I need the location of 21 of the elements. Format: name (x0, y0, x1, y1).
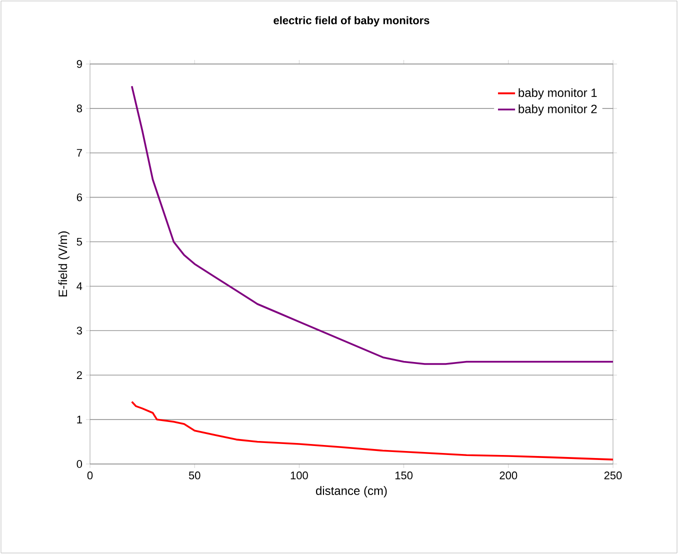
x-tick-label: 150 (395, 472, 413, 480)
x-axis-title: distance (cm) (316, 486, 387, 498)
y-tick-label: 0 (76, 460, 82, 468)
x-tick-label: 50 (188, 472, 200, 480)
x-tick-label: 0 (87, 472, 93, 480)
y-tick-label: 9 (76, 60, 82, 68)
y-tick-label: 3 (76, 326, 82, 335)
y-tick-label: 5 (76, 238, 82, 246)
x-tick-label: 250 (604, 472, 622, 480)
y-tick-label: 7 (76, 149, 82, 157)
legend-label: baby monitor 2 (518, 104, 597, 116)
y-axis-title: E-field (V/m) (58, 231, 70, 296)
legend-label: baby monitor 1 (518, 88, 597, 100)
y-tick-label: 1 (77, 416, 82, 424)
chart-title: electric field of baby monitors (274, 16, 430, 26)
x-tick-label: 100 (290, 472, 308, 480)
y-tick-label: 2 (76, 371, 82, 379)
y-tick-label: 6 (76, 193, 82, 202)
y-tick-label: 8 (76, 104, 82, 112)
y-tick-label: 4 (76, 282, 82, 290)
x-tick-label: 200 (500, 472, 518, 480)
